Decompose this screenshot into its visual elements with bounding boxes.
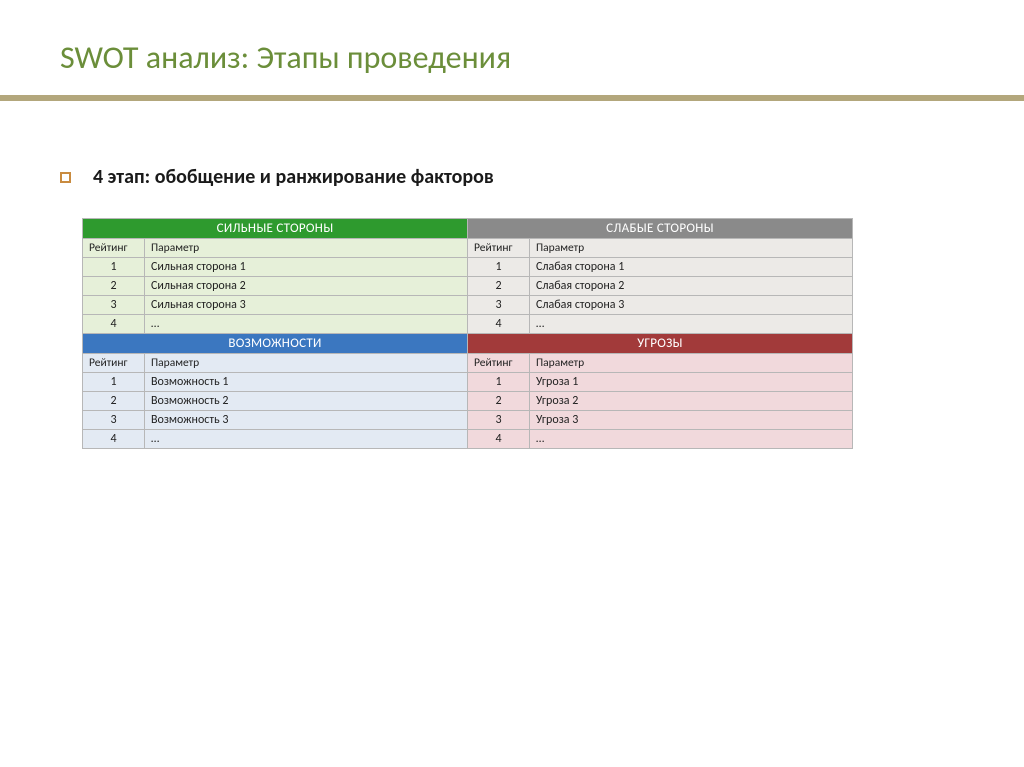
table-row: Рейтинг Параметр Рейтинг Параметр bbox=[83, 354, 853, 373]
param-cell: Слабая сторона 2 bbox=[530, 277, 853, 296]
col-param: Параметр bbox=[145, 239, 468, 258]
table-row: 3 Возможность 3 3 Угроза 3 bbox=[83, 411, 853, 430]
table-row: 3 Сильная сторона 3 3 Слабая сторона 3 bbox=[83, 296, 853, 315]
weaknesses-header: СЛАБЫЕ СТОРОНЫ bbox=[468, 219, 853, 239]
param-cell: Сильная сторона 2 bbox=[145, 277, 468, 296]
slide: SWOT анализ: Этапы проведения 4 этап: об… bbox=[0, 0, 1024, 767]
param-cell: Угроза 1 bbox=[530, 373, 853, 392]
rating-cell: 1 bbox=[83, 258, 145, 277]
col-rating: Рейтинг bbox=[83, 239, 145, 258]
table-row: ВОЗМОЖНОСТИ УГРОЗЫ bbox=[83, 334, 853, 354]
strengths-header: СИЛЬНЫЕ СТОРОНЫ bbox=[83, 219, 468, 239]
table-row: 1 Сильная сторона 1 1 Слабая сторона 1 bbox=[83, 258, 853, 277]
title-underline bbox=[0, 95, 1024, 101]
table-row: 4 … 4 … bbox=[83, 315, 853, 334]
param-cell: Угроза 3 bbox=[530, 411, 853, 430]
bullet-text: 4 этап: обобщение и ранжирование факторо… bbox=[93, 165, 494, 189]
col-rating: Рейтинг bbox=[468, 354, 530, 373]
table-row: 2 Сильная сторона 2 2 Слабая сторона 2 bbox=[83, 277, 853, 296]
param-cell: … bbox=[145, 430, 468, 449]
param-cell: Слабая сторона 1 bbox=[530, 258, 853, 277]
table-row: 1 Возможность 1 1 Угроза 1 bbox=[83, 373, 853, 392]
table-row: 2 Возможность 2 2 Угроза 2 bbox=[83, 392, 853, 411]
rating-cell: 3 bbox=[83, 411, 145, 430]
param-cell: Возможность 3 bbox=[145, 411, 468, 430]
rating-cell: 4 bbox=[83, 315, 145, 334]
param-cell: Возможность 2 bbox=[145, 392, 468, 411]
swot-table-container: СИЛЬНЫЕ СТОРОНЫ СЛАБЫЕ СТОРОНЫ Рейтинг П… bbox=[82, 218, 852, 449]
rating-cell: 3 bbox=[83, 296, 145, 315]
param-cell: Возможность 1 bbox=[145, 373, 468, 392]
col-param: Параметр bbox=[145, 354, 468, 373]
rating-cell: 3 bbox=[468, 296, 530, 315]
page-title: SWOT анализ: Этапы проведения bbox=[60, 38, 511, 77]
opportunities-header: ВОЗМОЖНОСТИ bbox=[83, 334, 468, 354]
table-row: Рейтинг Параметр Рейтинг Параметр bbox=[83, 239, 853, 258]
param-cell: … bbox=[145, 315, 468, 334]
rating-cell: 4 bbox=[468, 315, 530, 334]
param-cell: Угроза 2 bbox=[530, 392, 853, 411]
rating-cell: 2 bbox=[468, 392, 530, 411]
rating-cell: 2 bbox=[468, 277, 530, 296]
col-rating: Рейтинг bbox=[83, 354, 145, 373]
table-row: СИЛЬНЫЕ СТОРОНЫ СЛАБЫЕ СТОРОНЫ bbox=[83, 219, 853, 239]
rating-cell: 1 bbox=[83, 373, 145, 392]
param-cell: Сильная сторона 1 bbox=[145, 258, 468, 277]
col-rating: Рейтинг bbox=[468, 239, 530, 258]
rating-cell: 1 bbox=[468, 258, 530, 277]
param-cell: … bbox=[530, 315, 853, 334]
rating-cell: 2 bbox=[83, 277, 145, 296]
swot-table: СИЛЬНЫЕ СТОРОНЫ СЛАБЫЕ СТОРОНЫ Рейтинг П… bbox=[82, 218, 853, 449]
bullet-item: 4 этап: обобщение и ранжирование факторо… bbox=[60, 165, 494, 189]
rating-cell: 4 bbox=[468, 430, 530, 449]
rating-cell: 2 bbox=[83, 392, 145, 411]
threats-header: УГРОЗЫ bbox=[468, 334, 853, 354]
param-cell: Сильная сторона 3 bbox=[145, 296, 468, 315]
rating-cell: 1 bbox=[468, 373, 530, 392]
table-row: 4 … 4 … bbox=[83, 430, 853, 449]
col-param: Параметр bbox=[530, 239, 853, 258]
square-bullet-icon bbox=[60, 172, 71, 183]
rating-cell: 4 bbox=[83, 430, 145, 449]
col-param: Параметр bbox=[530, 354, 853, 373]
param-cell: Слабая сторона 3 bbox=[530, 296, 853, 315]
param-cell: … bbox=[530, 430, 853, 449]
rating-cell: 3 bbox=[468, 411, 530, 430]
